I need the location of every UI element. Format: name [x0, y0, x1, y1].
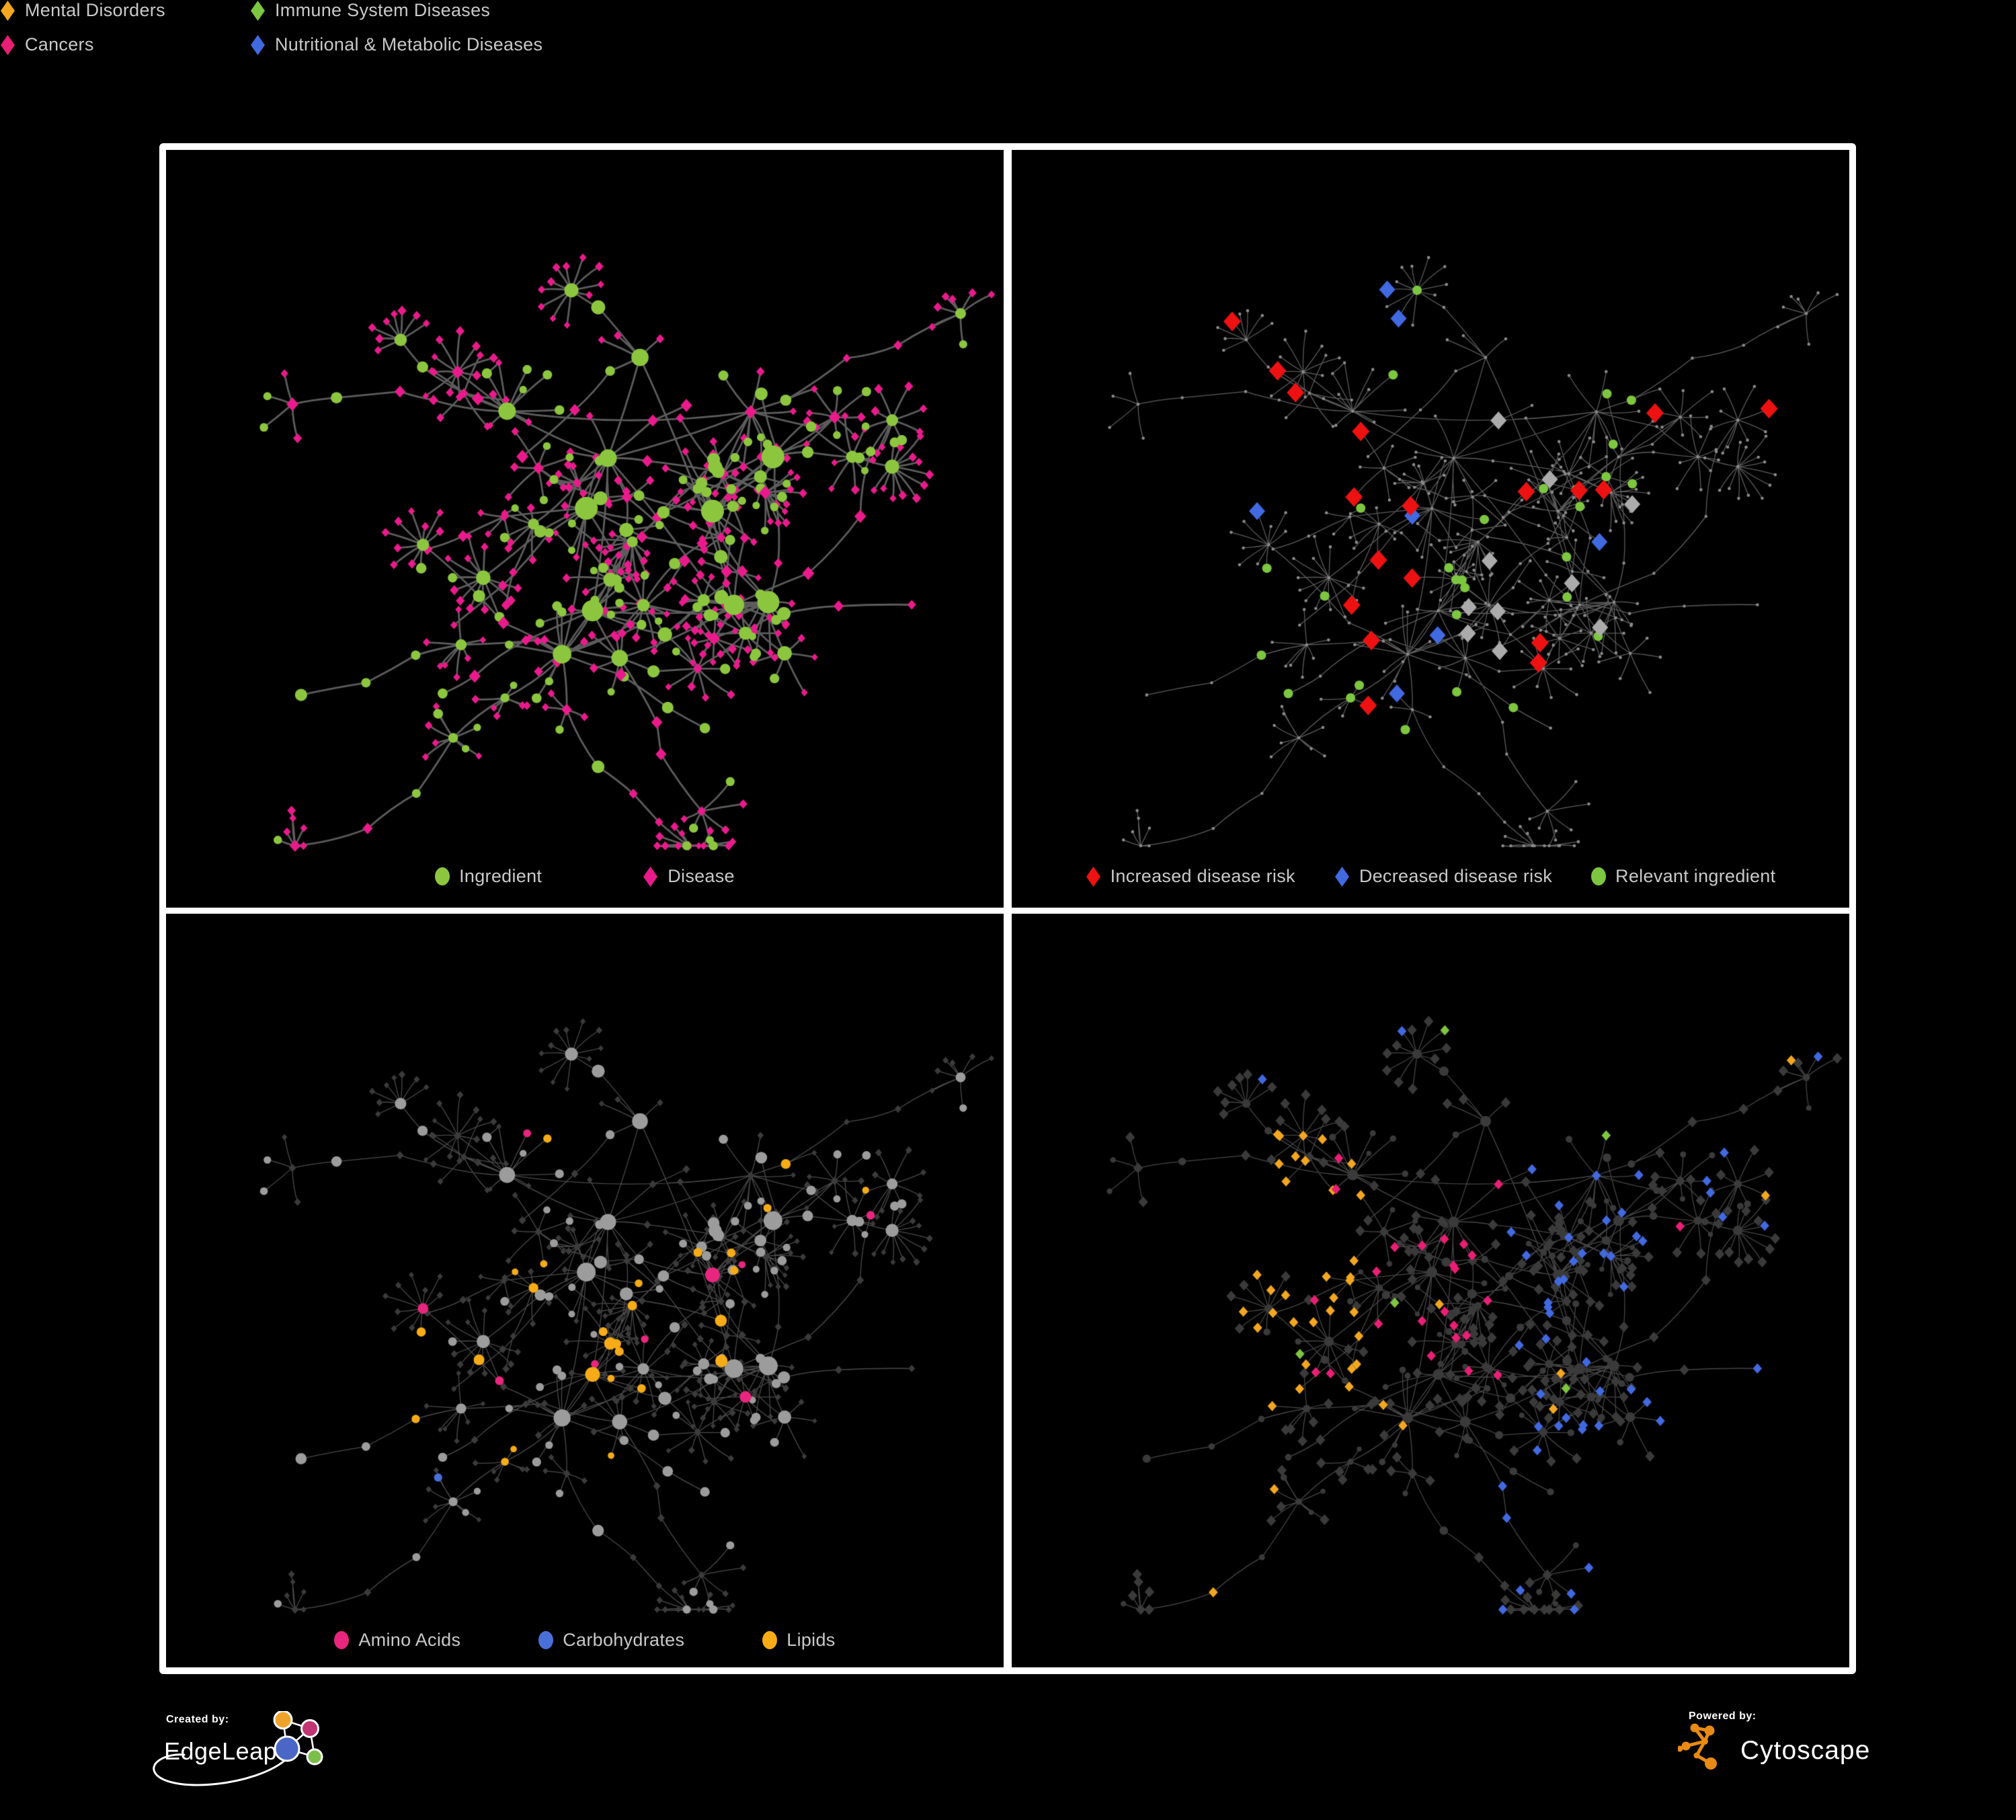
legend-label-immune-diseases: Immune System Diseases — [275, 0, 491, 20]
legend-label-decreased-risk: Decreased disease risk — [1359, 866, 1553, 886]
legend-item-metabolic-diseases: Nutritional & Metabolic Diseases — [250, 34, 704, 55]
grid-divider-horizontal — [162, 908, 1853, 914]
legend-item-amino-acids: Amino Acids — [334, 1630, 460, 1651]
legend-item-disease: Disease — [643, 866, 735, 887]
legend-ingredient-disease: Ingredient Disease — [166, 866, 1004, 887]
created-by-label: Created by: — [166, 1714, 229, 1725]
edgeleap-magenta-node — [300, 1719, 319, 1738]
lipids-legend-icon — [762, 1631, 778, 1649]
legend-label-disease: Disease — [668, 866, 735, 886]
network-panel-nutrient-classes — [166, 914, 1004, 1667]
network-panel-disease-risk — [1012, 150, 1849, 908]
edgeleap-brand: EdgeLeap — [164, 1737, 278, 1765]
legend-disease-classes: Mental Disorders Immune System Diseases … — [0, 0, 704, 55]
edgeleap-blue-node — [274, 1735, 300, 1762]
legend-item-increased-risk: Increased disease risk — [1086, 866, 1295, 887]
legend-label-metabolic-diseases: Nutritional & Metabolic Diseases — [275, 34, 543, 54]
ingredient-legend-icon — [435, 867, 450, 885]
network-panel-disease-classes — [1012, 914, 1849, 1667]
legend-item-immune-diseases: Immune System Diseases — [250, 0, 704, 21]
legend-item-carbohydrates: Carbohydrates — [538, 1630, 684, 1651]
legend-label-mental-disorders: Mental Disorders — [25, 0, 165, 20]
network-panel-ingredient-disease — [166, 150, 1004, 908]
carbohydrates-legend-icon — [538, 1631, 554, 1649]
legend-item-ingredient: Ingredient — [435, 866, 542, 887]
immune-diseases-legend-icon — [250, 0, 266, 21]
legend-label-lipids: Lipids — [787, 1630, 836, 1650]
legend-label-amino-acids: Amino Acids — [358, 1630, 461, 1650]
legend-label-relevant-ingredient: Relevant ingredient — [1615, 866, 1776, 886]
edgeleap-swoosh — [153, 1753, 286, 1786]
legend-disease-risk: Increased disease risk Decreased disease… — [1012, 866, 1849, 887]
legend-label-carbohydrates: Carbohydrates — [563, 1630, 685, 1650]
legend-nutrient-classes: Amino Acids Carbohydrates Lipids — [166, 1630, 1004, 1651]
increased-risk-legend-icon — [1086, 866, 1101, 887]
cancers-legend-icon — [0, 34, 15, 55]
disease-legend-icon — [643, 866, 658, 887]
edgeleap-orange-node — [273, 1711, 293, 1730]
cytoscape-nodes — [1678, 1723, 1717, 1770]
legend-label-ingredient: Ingredient — [459, 866, 542, 886]
edgeleap-green-node — [306, 1748, 323, 1766]
relevant-ingredient-legend-icon — [1591, 867, 1607, 885]
amino-acids-legend-icon — [334, 1631, 350, 1649]
legend-label-increased-risk: Increased disease risk — [1110, 866, 1295, 886]
mental-disorders-legend-icon — [0, 0, 15, 21]
legend-label-cancers: Cancers — [25, 34, 94, 54]
legend-item-relevant-ingredient: Relevant ingredient — [1591, 866, 1775, 887]
powered-by-label: Powered by: — [1689, 1710, 1757, 1722]
legend-item-lipids: Lipids — [762, 1630, 835, 1651]
cytoscape-logo-icon — [1678, 1723, 1717, 1770]
edgeleap-logo-icon — [153, 1711, 323, 1786]
decreased-risk-legend-icon — [1334, 866, 1350, 887]
legend-item-cancers: Cancers — [0, 34, 250, 55]
metabolic-diseases-legend-icon — [250, 34, 266, 55]
cytoscape-brand: Cytoscape — [1740, 1736, 1871, 1765]
legend-item-decreased-risk: Decreased disease risk — [1334, 866, 1552, 887]
legend-item-mental-disorders: Mental Disorders — [0, 0, 250, 21]
